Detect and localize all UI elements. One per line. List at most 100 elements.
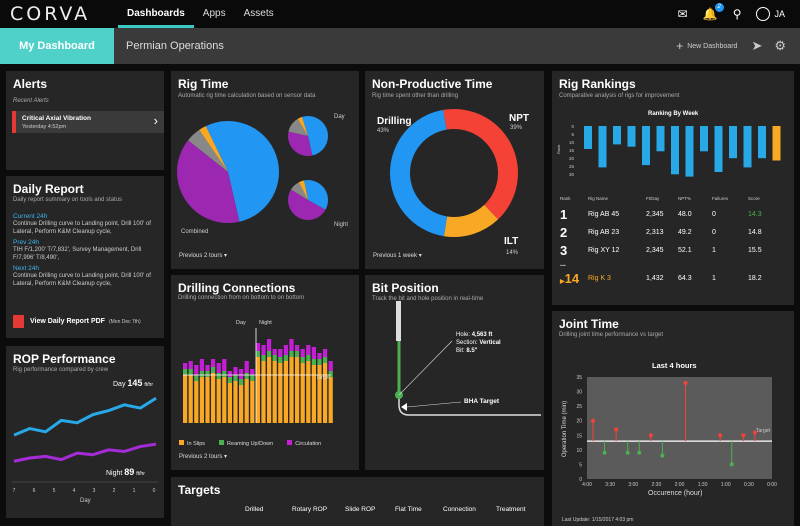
- conn-night-label: Night: [259, 320, 272, 326]
- rig-time-selector[interactable]: Previous 2 tours ▾: [179, 252, 227, 259]
- nav-apps[interactable]: Apps: [202, 8, 226, 19]
- joint-point: [683, 380, 688, 385]
- pie-slice: [288, 189, 326, 220]
- pdf-icon: [13, 315, 24, 328]
- tab-permian-operations[interactable]: Permian Operations: [126, 40, 224, 52]
- section-value: Section: Vertical: [456, 340, 501, 346]
- connection-bar-reaming: [188, 369, 193, 375]
- rank-cell: ▶14: [560, 269, 588, 287]
- rank-bar: [656, 126, 665, 152]
- bha-target-icon: [401, 403, 407, 411]
- gear-icon[interactable]: ⚙: [774, 38, 786, 53]
- rank-y-tick: 25: [569, 164, 575, 169]
- rop-day-readout: Day 145 ft/hr: [113, 378, 154, 388]
- connection-bar-reaming: [211, 367, 216, 373]
- daily-report-title: Daily Report: [13, 182, 84, 196]
- npt-cell: 52.1: [678, 246, 692, 254]
- connection-bar-slips: [306, 361, 311, 423]
- npt-selector[interactable]: Previous 1 week ▾: [373, 252, 422, 259]
- connection-bar-slips: [211, 373, 216, 423]
- joint-chart-title: Last 4 hours: [652, 361, 697, 370]
- rank-y-tick: 15: [569, 148, 575, 153]
- rank-cell: 1: [560, 206, 568, 222]
- connection-bar-slips: [188, 375, 193, 423]
- joint-y-tick: 15: [576, 433, 582, 439]
- connection-bar-circulation: [199, 359, 204, 371]
- col-npt: NPT%: [678, 195, 692, 201]
- connection-bar-circulation: [255, 343, 260, 351]
- rop-subtitle: Rig performance compared by crew: [13, 367, 109, 373]
- joint-time-subtitle: Drilling joint time performance vs targe…: [559, 332, 664, 338]
- connection-bar-slips: [300, 363, 305, 423]
- rop-x-tick: 0: [153, 488, 156, 494]
- connection-bar-slips: [311, 365, 316, 423]
- search-icon[interactable]: ⚲: [732, 7, 742, 21]
- joint-x-tick: 1:30: [698, 482, 708, 488]
- connections-selector[interactable]: Previous 2 tours ▾: [179, 453, 227, 460]
- user-initials: JA: [774, 9, 785, 19]
- table-row[interactable]: 1 Rig AB 45 2,345 48.0 0 14.3: [560, 205, 788, 223]
- plus-icon[interactable]: +: [676, 39, 684, 53]
- connection-bar-circulation: [250, 369, 255, 375]
- bell-icon[interactable]: 🔔 2: [703, 3, 724, 21]
- new-dashboard-button[interactable]: New Dashboard: [687, 42, 738, 50]
- npt-title: Non-Productive Time: [372, 77, 493, 91]
- pie-slice: [304, 180, 328, 210]
- targets-card: Targets Drilled Rotary ROP Slide ROP Fla…: [171, 477, 544, 526]
- day-label: Day: [334, 114, 345, 120]
- joint-x-tick: 2:00: [675, 482, 685, 488]
- rank-bar: [700, 126, 708, 152]
- rop-performance-card: ROP Performance Rig performance compared…: [6, 346, 164, 518]
- joint-point: [648, 433, 653, 438]
- npt-donut: [389, 109, 518, 237]
- connections-chart: [183, 328, 333, 423]
- npt-drilling-label: Drilling: [377, 116, 412, 127]
- night-label: Night: [334, 222, 349, 228]
- npt-pct: 39%: [510, 125, 523, 131]
- col-connection: Connection: [443, 506, 476, 513]
- ilt-pct: 14%: [506, 250, 519, 256]
- connections-title: Drilling Connections: [178, 281, 296, 295]
- connection-bar-circulation: [239, 369, 244, 379]
- corva-logo[interactable]: CORVA: [10, 3, 91, 25]
- nav-assets[interactable]: Assets: [243, 8, 274, 19]
- alerts-card: Alerts Recent Alerts Critical Axial Vibr…: [6, 71, 164, 170]
- tab-my-dashboard[interactable]: My Dashboard: [0, 28, 114, 64]
- nav-dashboards[interactable]: Dashboards: [118, 0, 194, 28]
- connection-bar-reaming: [289, 351, 294, 357]
- send-icon[interactable]: ➤: [751, 38, 763, 53]
- rop-x-tick: 1: [133, 488, 136, 494]
- connection-bar-circulation: [278, 349, 283, 357]
- table-row[interactable]: 3 Rig XY 12 2,345 52.1 1 15.5: [560, 241, 788, 259]
- npt-cell: 49.2: [678, 228, 692, 236]
- ellipsis-row: ...: [560, 259, 788, 269]
- avatar[interactable]: JA: [756, 7, 785, 21]
- connection-bar-slips: [227, 383, 232, 423]
- top-bar: CORVA Dashboards Apps Assets ✉ 🔔 2 ⚲ JA: [0, 0, 800, 28]
- joint-target-label: Target: [756, 428, 770, 434]
- bha-target-label: BHA Target: [464, 398, 500, 405]
- connection-bar-reaming: [311, 359, 316, 365]
- joint-y-tick: 35: [576, 375, 582, 381]
- table-row[interactable]: 2 Rig AB 23 2,313 49.2 0 14.8: [560, 223, 788, 241]
- bit-size: Bit: 8.5": [456, 348, 478, 354]
- joint-point: [741, 433, 746, 438]
- pie-slice: [297, 116, 308, 136]
- joint-x-tick: 3:00: [628, 482, 638, 488]
- alert-item[interactable]: Critical Axial Vibration Yesterday 4:52p…: [12, 111, 164, 133]
- col-score: Score: [748, 195, 760, 201]
- npt-cell: 64.3: [678, 274, 692, 282]
- view-pdf-link[interactable]: View Daily Report PDF (Mon Dec 7th): [13, 315, 141, 328]
- chat-icon[interactable]: ✉: [677, 7, 688, 21]
- connection-bar-circulation: [216, 363, 221, 373]
- connections-legend: In Slips Reaming Up/Down Circulation: [179, 440, 321, 447]
- highlight-row[interactable]: ▶14 Rig K 3 1,432 64.3 1 18.2: [560, 269, 788, 287]
- joint-time-chart: 35 30 25 20 15 10 5 0 Operation Time (min) 4:00 3:…: [562, 375, 777, 488]
- connection-bar-reaming: [300, 357, 305, 363]
- connection-bar-slips: [239, 385, 244, 423]
- rig-time-pies: [176, 116, 328, 223]
- connection-bar-slips: [261, 361, 266, 423]
- rank-bar: [671, 126, 679, 175]
- joint-plot-area: [587, 377, 772, 479]
- main-nav: Dashboards Apps Assets: [118, 0, 283, 28]
